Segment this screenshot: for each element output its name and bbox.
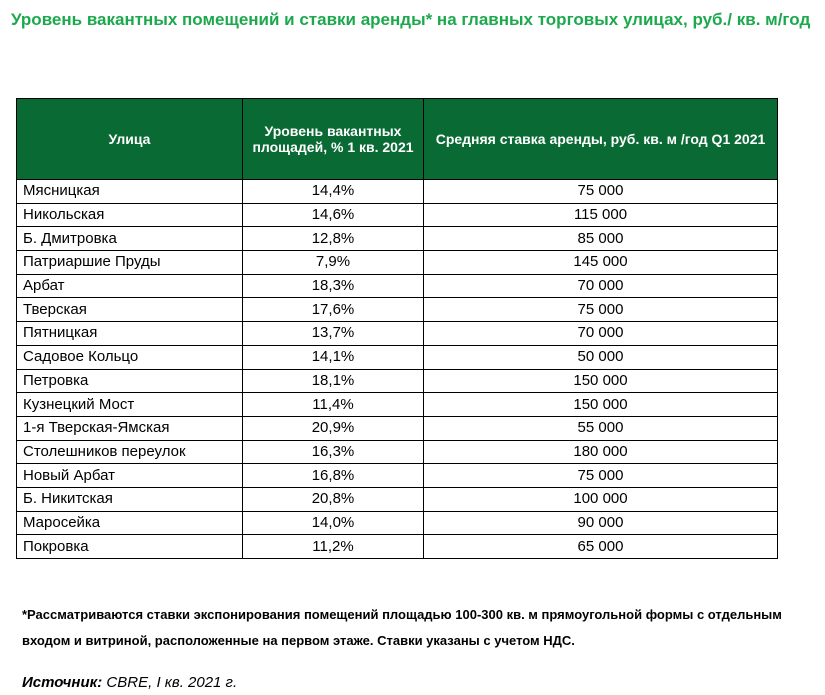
header-vacancy: Уровень вакантных площадей, % 1 кв. 2021 — [242, 98, 424, 180]
vacancy-cell: 7,9% — [242, 250, 424, 275]
table-row: Арбат 18,3% 70 000 — [16, 273, 778, 299]
header-street: Улица — [16, 98, 243, 180]
vacancy-cell: 16,8% — [242, 463, 424, 488]
table-row: Б. Никитская 20,8% 100 000 — [16, 486, 778, 512]
table-row: Кузнецкий Мост 11,4% 150 000 — [16, 392, 778, 417]
street-cell: Патриаршие Пруды — [16, 250, 243, 275]
vacancy-cell: 20,9% — [242, 415, 424, 441]
table-row: Маросейка 14,0% 90 000 — [16, 510, 778, 536]
street-cell: Арбат — [16, 273, 243, 299]
street-cell: Петровка — [16, 368, 243, 394]
street-cell: Пятницкая — [16, 321, 243, 346]
rent-cell: 150 000 — [423, 368, 778, 394]
rent-cell: 70 000 — [423, 273, 778, 299]
header-rent: Средняя ставка аренды, руб. кв. м /год Q… — [423, 98, 778, 180]
vacancy-cell: 18,3% — [242, 273, 424, 299]
street-cell: Новый Арбат — [16, 463, 243, 488]
vacancy-cell: 11,2% — [242, 534, 424, 559]
vacancy-cell: 13,7% — [242, 321, 424, 346]
header-row: Улица Уровень вакантных площадей, % 1 кв… — [16, 98, 778, 180]
street-cell: Маросейка — [16, 510, 243, 536]
rent-cell: 65 000 — [423, 534, 778, 559]
rent-table: Улица Уровень вакантных площадей, % 1 кв… — [16, 98, 778, 559]
table-row: Столешников переулок 16,3% 180 000 — [16, 439, 778, 465]
vacancy-cell: 18,1% — [242, 368, 424, 394]
street-cell: Никольская — [16, 202, 243, 228]
rent-cell: 75 000 — [423, 463, 778, 488]
street-cell: Садовое Кольцо — [16, 344, 243, 370]
vacancy-cell: 14,4% — [242, 179, 424, 204]
rent-cell: 50 000 — [423, 344, 778, 370]
street-cell: Столешников переулок — [16, 439, 243, 465]
rent-cell: 75 000 — [423, 179, 778, 204]
rent-cell: 55 000 — [423, 415, 778, 441]
table-row: Б. Дмитровка 12,8% 85 000 — [16, 226, 778, 252]
table-row: Никольская 14,6% 115 000 — [16, 202, 778, 228]
table-header: Улица Уровень вакантных площадей, % 1 кв… — [16, 98, 778, 180]
table-row: Новый Арбат 16,8% 75 000 — [16, 463, 778, 488]
rent-cell: 150 000 — [423, 392, 778, 417]
vacancy-cell: 17,6% — [242, 297, 424, 323]
street-cell: 1-я Тверская-Ямская — [16, 415, 243, 441]
source-text: CBRE, I кв. 2021 г. — [102, 674, 238, 691]
table-body: Мясницкая 14,4% 75 000 Никольская 14,6% 115 0… — [16, 179, 778, 559]
vacancy-cell: 14,1% — [242, 344, 424, 370]
page-title: Уровень вакантных помещений и ставки аре… — [11, 10, 811, 29]
street-cell: Мясницкая — [16, 179, 243, 204]
rent-cell: 145 000 — [423, 250, 778, 275]
street-cell: Кузнецкий Мост — [16, 392, 243, 417]
vacancy-cell: 14,6% — [242, 202, 424, 228]
vacancy-cell: 11,4% — [242, 392, 424, 417]
table-row: Покровка 11,2% 65 000 — [16, 534, 778, 559]
rent-cell: 115 000 — [423, 202, 778, 228]
table-row: Патриаршие Пруды 7,9% 145 000 — [16, 250, 778, 275]
source-label: Источник: — [22, 674, 103, 691]
vacancy-cell: 14,0% — [242, 510, 424, 536]
table-row: Пятницкая 13,7% 70 000 — [16, 321, 778, 346]
rent-cell: 85 000 — [423, 226, 778, 252]
rent-cell: 70 000 — [423, 321, 778, 346]
table-row: 1-я Тверская-Ямская 20,9% 55 000 — [16, 415, 778, 441]
rent-cell: 180 000 — [423, 439, 778, 465]
table-row: Мясницкая 14,4% 75 000 — [16, 179, 778, 204]
street-cell: Покровка — [16, 534, 243, 559]
table-row: Тверская 17,6% 75 000 — [16, 297, 778, 323]
vacancy-cell: 12,8% — [242, 226, 424, 252]
street-cell: Б. Дмитровка — [16, 226, 243, 252]
table-row: Петровка 18,1% 150 000 — [16, 368, 778, 394]
vacancy-cell: 16,3% — [242, 439, 424, 465]
rent-cell: 90 000 — [423, 510, 778, 536]
street-cell: Б. Никитская — [16, 486, 243, 512]
source-line: Источник: CBRE, I кв. 2021 г. — [22, 673, 237, 693]
table-row: Садовое Кольцо 14,1% 50 000 — [16, 344, 778, 370]
footnote: *Рассматриваются ставки экспонирования п… — [22, 607, 782, 648]
vacancy-cell: 20,8% — [242, 486, 424, 512]
street-cell: Тверская — [16, 297, 243, 323]
rent-cell: 75 000 — [423, 297, 778, 323]
rent-cell: 100 000 — [423, 486, 778, 512]
